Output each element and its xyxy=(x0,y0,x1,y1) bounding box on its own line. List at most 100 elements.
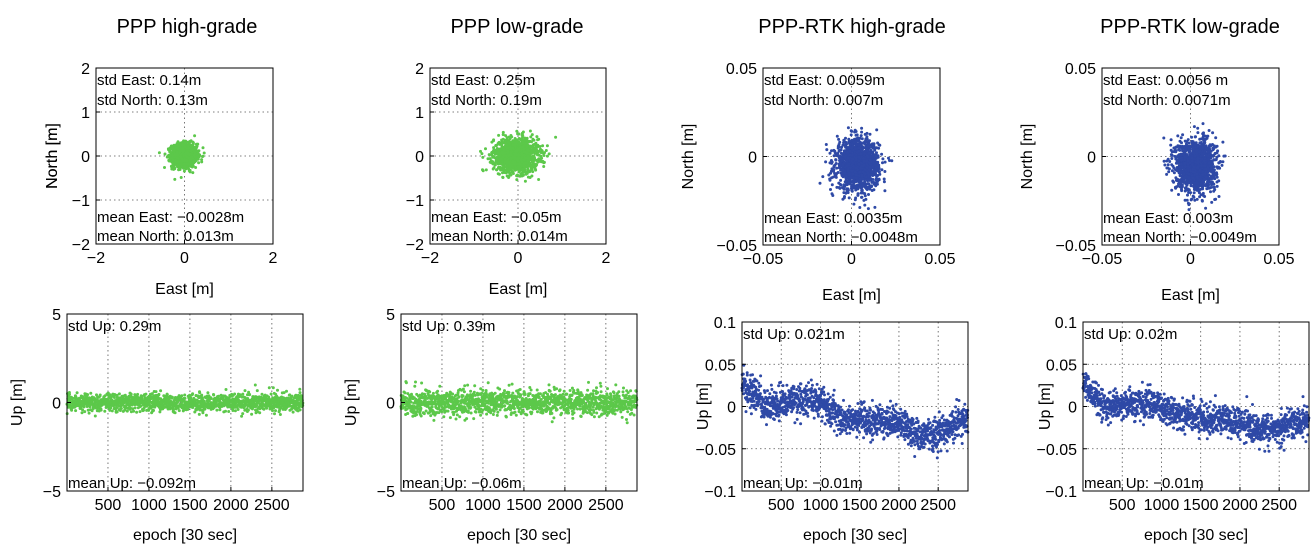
x-tick-label: 2 xyxy=(602,250,611,267)
data-point xyxy=(505,136,509,140)
data-point xyxy=(877,170,881,174)
data-point xyxy=(848,153,852,157)
data-point xyxy=(831,194,835,197)
data-point xyxy=(1193,198,1197,202)
data-point xyxy=(860,130,864,134)
x-tick-label: 2 xyxy=(269,250,278,267)
data-point xyxy=(511,146,514,150)
annotation-std-east: std East: 0.14m xyxy=(97,72,201,89)
data-point xyxy=(531,170,535,174)
data-point xyxy=(503,138,507,142)
data-point xyxy=(860,188,864,192)
data-point xyxy=(849,133,853,137)
data-point xyxy=(520,151,524,155)
data-point xyxy=(1162,136,1166,140)
y-tick-label: 0 xyxy=(81,149,90,166)
data-point xyxy=(854,173,858,177)
data-point xyxy=(532,162,536,166)
data-point xyxy=(497,154,501,158)
data-point xyxy=(858,170,862,174)
data-point xyxy=(201,146,205,150)
data-point xyxy=(542,165,546,168)
data-point xyxy=(838,186,842,190)
data-point xyxy=(535,148,539,152)
data-point xyxy=(866,144,870,148)
data-point xyxy=(1177,193,1180,196)
data-point xyxy=(515,138,519,142)
data-point xyxy=(852,202,856,206)
data-point xyxy=(185,162,188,166)
data-point xyxy=(532,159,536,162)
y-tick-label: −0.05 xyxy=(717,238,758,255)
data-point xyxy=(876,141,880,145)
y-tick-label: −2 xyxy=(406,237,424,254)
data-point xyxy=(196,142,200,146)
data-point xyxy=(498,165,502,169)
data-point xyxy=(520,171,524,175)
data-point xyxy=(833,149,837,153)
data-point xyxy=(853,170,857,174)
data-point xyxy=(172,167,176,171)
data-point xyxy=(505,159,508,163)
data-point xyxy=(835,172,839,176)
x-axis-label: East [m] xyxy=(822,287,881,304)
data-point xyxy=(846,126,850,130)
data-point xyxy=(175,143,179,147)
data-point xyxy=(874,178,878,182)
x-tick-label: 0 xyxy=(514,250,523,267)
data-point xyxy=(515,178,519,182)
data-point xyxy=(189,139,193,143)
data-point xyxy=(184,139,188,143)
data-point xyxy=(502,167,505,171)
annotation-mean-east: mean East: −0.0028m xyxy=(97,209,244,226)
data-point xyxy=(528,145,532,149)
data-point xyxy=(880,168,884,172)
data-point xyxy=(513,156,517,160)
data-point xyxy=(862,159,866,163)
data-point xyxy=(541,159,545,163)
data-point xyxy=(857,180,861,183)
y-axis-label: North [m] xyxy=(680,124,697,190)
data-point xyxy=(848,149,852,153)
data-point xyxy=(497,172,501,176)
data-point xyxy=(858,206,862,209)
data-point xyxy=(871,151,875,154)
data-point xyxy=(157,151,161,155)
data-point xyxy=(863,152,866,155)
data-point xyxy=(486,157,490,161)
y-tick-label: −2 xyxy=(72,237,90,254)
data-point xyxy=(858,136,862,140)
x-axis-label: East [m] xyxy=(489,281,548,298)
data-point xyxy=(520,174,524,178)
data-point xyxy=(838,182,842,186)
data-point xyxy=(877,146,881,150)
y-tick-label: 0 xyxy=(748,150,757,167)
data-point xyxy=(881,157,885,161)
data-point xyxy=(843,195,846,198)
data-point xyxy=(842,139,846,143)
data-point xyxy=(882,180,886,184)
data-point xyxy=(1207,129,1211,132)
data-point xyxy=(859,185,863,189)
data-point xyxy=(1196,131,1200,135)
data-point xyxy=(842,191,846,195)
data-point xyxy=(1214,197,1218,201)
data-point xyxy=(863,203,867,207)
data-point xyxy=(513,143,517,147)
data-point xyxy=(177,167,181,171)
chart-3: PPP-RTK high-grade−0.05 0 0.05−0.0500.05Ea… xyxy=(680,16,956,304)
data-point xyxy=(867,193,870,196)
data-point xyxy=(480,152,484,156)
data-point xyxy=(845,188,849,192)
x-tick-label: 0.05 xyxy=(924,251,955,268)
data-point xyxy=(200,155,204,158)
data-point xyxy=(829,171,833,175)
data-point xyxy=(163,152,167,156)
data-point xyxy=(175,151,178,155)
data-point xyxy=(189,160,193,164)
data-point xyxy=(518,162,522,166)
data-point xyxy=(505,162,509,166)
data-point xyxy=(883,170,887,173)
